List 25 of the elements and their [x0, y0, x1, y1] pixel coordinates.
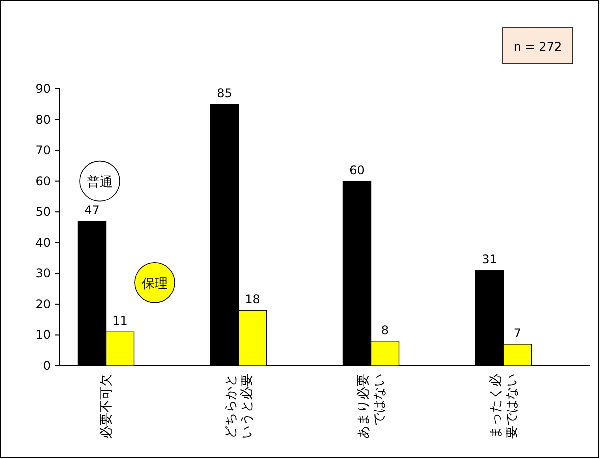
data-label: 18	[245, 292, 260, 307]
y-tick-label: 30	[36, 266, 51, 281]
data-label: 47	[84, 203, 100, 218]
text: n = 272	[514, 40, 562, 54]
text: 普通	[87, 174, 113, 190]
y-tick-label: 50	[36, 205, 51, 220]
x-tick-label: まったく必要ではない	[488, 374, 520, 439]
y-tick-label: 10	[36, 328, 51, 342]
y-tick-label: 20	[36, 297, 51, 312]
y-tick-label: 60	[36, 174, 51, 188]
y-tick-label: 70	[36, 144, 51, 158]
text: 保理	[142, 276, 168, 292]
data-label: 11	[112, 314, 128, 328]
data-label: 8	[381, 323, 390, 338]
data-label: 85	[217, 86, 232, 100]
x-tick-label: あまり必要ではない	[356, 374, 388, 439]
y-tick-label: 0	[43, 359, 51, 373]
y-tick-label: 90	[36, 82, 51, 96]
x-tick-label: どちらかというと必要	[224, 374, 255, 439]
data-label: 60	[350, 163, 365, 178]
data-label: 7	[514, 326, 522, 340]
y-tick-label: 40	[36, 236, 51, 250]
y-tick-label: 80	[36, 112, 51, 127]
x-tick-label: 必要不可欠	[99, 374, 114, 439]
data-label: 31	[482, 252, 498, 267]
